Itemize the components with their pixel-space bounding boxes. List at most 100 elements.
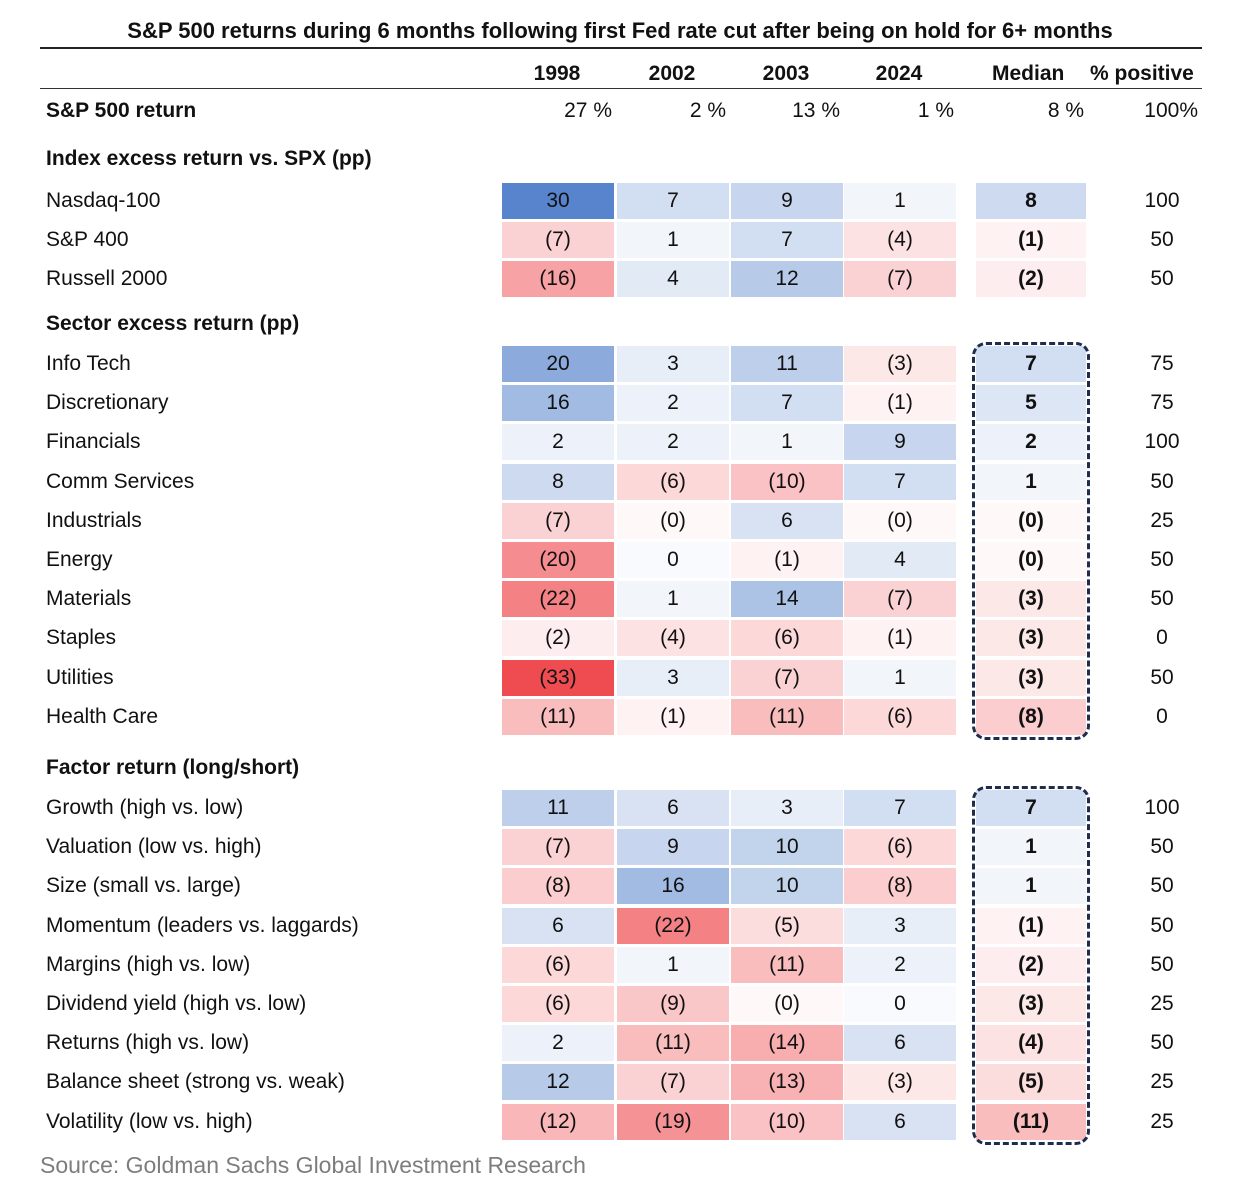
row-label: Financials [46, 430, 141, 454]
heatmap-cell: 1 [844, 659, 956, 696]
heatmap-cell: (7) [617, 1064, 729, 1101]
heatmap-cell: (5) [731, 907, 843, 944]
heatmap-cell: 2 [617, 424, 729, 461]
heatmap-cell: 2 [502, 1025, 614, 1062]
row-label: Returns (high vs. low) [46, 1031, 250, 1055]
heatmap-cell: 9 [844, 424, 956, 461]
pct-positive-cell: 25 [1150, 992, 1174, 1015]
heatmap-cell: 3 [844, 907, 956, 944]
median-highlight-box [972, 786, 1090, 1145]
heatmap-cell: (16) [502, 261, 614, 298]
row-label: Margins (high vs. low) [46, 952, 251, 976]
median-cell: 1 [976, 829, 1086, 866]
summary-row-label: S&P 500 return [46, 99, 197, 122]
heatmap-cell: (11) [731, 946, 843, 983]
heatmap-cell: 2 [502, 424, 614, 461]
heatmap-cell: (20) [502, 542, 614, 578]
median-cell: (11) [976, 1103, 1086, 1140]
heatmap-cell: (9) [617, 986, 729, 1022]
heatmap-cell: (11) [502, 698, 614, 735]
pct-positive-cell: 0 [1156, 626, 1168, 650]
column-header-median: Median [992, 62, 1065, 85]
median-cell: 5 [976, 385, 1086, 422]
median-cell: (3) [976, 659, 1086, 696]
pct-positive-cell: 50 [1150, 913, 1174, 937]
median-cell: (1) [976, 907, 1086, 944]
heatmap-cell: 2 [617, 385, 729, 422]
pct-positive-cell: 50 [1150, 835, 1174, 859]
heatmap-cell: 12 [731, 261, 843, 298]
heatmap-cell: 11 [731, 346, 843, 382]
heatmap-cell: 4 [617, 261, 729, 298]
heatmap-cell: (10) [731, 1103, 843, 1140]
heatmap-cell: (12) [502, 1103, 614, 1140]
pct-positive-cell: 50 [1150, 874, 1174, 898]
heatmap-cell: 1 [731, 424, 843, 461]
pct-positive-cell: 50 [1150, 548, 1174, 571]
heatmap-cell: (22) [617, 907, 729, 944]
row-label: Momentum (leaders vs. laggards) [46, 913, 359, 937]
row-label: Valuation (low vs. high) [46, 835, 262, 859]
heatmap-cell: (33) [502, 659, 614, 696]
heatmap-cell: (7) [844, 261, 956, 298]
row-label: Russell 2000 [46, 267, 168, 291]
heatmap-cell: 30 [502, 183, 614, 219]
median-cell: 7 [976, 346, 1086, 382]
median-cell: 1 [976, 868, 1086, 905]
pct-positive-cell: 75 [1150, 391, 1174, 415]
heatmap-cell: 1 [844, 183, 956, 219]
heatmap-cell: (22) [502, 581, 614, 618]
heatmap-cell: 4 [844, 542, 956, 578]
pct-positive-cell: 50 [1150, 228, 1174, 252]
heatmap-cell: (0) [617, 502, 729, 539]
summary-value: 2 % [689, 99, 726, 122]
heatmap-cell: 3 [617, 346, 729, 382]
pct-positive-cell: 100 [1144, 189, 1180, 212]
heatmap-cell: 6 [844, 1103, 956, 1140]
median-cell: (8) [976, 698, 1086, 735]
heatmap-cell: (7) [502, 829, 614, 866]
row-label: Info Tech [46, 352, 131, 375]
heatmap-cell: 0 [844, 986, 956, 1022]
heatmap-cell: 1 [617, 222, 729, 259]
heatmap-cell: 0 [617, 542, 729, 578]
heatmap-cell: 9 [617, 829, 729, 866]
heatmap-cell: 20 [502, 346, 614, 382]
heatmap-cell: 3 [731, 790, 843, 826]
heatmap-cell: 3 [617, 659, 729, 696]
title-rule [40, 47, 1202, 49]
row-label: Nasdaq-100 [46, 189, 161, 212]
heatmap-cell: (6) [502, 946, 614, 983]
column-header-2003: 2003 [762, 62, 810, 85]
heatmap-cell: (1) [731, 542, 843, 578]
heatmap-cell: (8) [502, 868, 614, 905]
median-highlight-box [972, 342, 1090, 740]
heatmap-cell: (19) [617, 1103, 729, 1140]
heatmap-cell: 7 [731, 222, 843, 259]
row-label: Balance sheet (strong vs. weak) [46, 1070, 345, 1094]
pct-positive-cell: 75 [1150, 352, 1174, 375]
heatmap-cell: (10) [731, 463, 843, 500]
pct-positive-cell: 0 [1156, 704, 1168, 728]
summary-value: 1 % [917, 99, 954, 122]
median-cell: (5) [976, 1064, 1086, 1101]
heatmap-cell: (0) [844, 502, 956, 539]
median-cell: (4) [976, 1025, 1086, 1062]
row-label: Dividend yield (high vs. low) [46, 992, 307, 1015]
section-title: Factor return (long/short) [46, 756, 300, 779]
heatmap-cell: 12 [502, 1064, 614, 1101]
column-header-1998: 1998 [533, 62, 581, 85]
pct-positive-cell: 50 [1150, 587, 1174, 611]
row-label: Volatility (low vs. high) [46, 1109, 253, 1133]
median-cell: (3) [976, 620, 1086, 657]
row-label: Growth (high vs. low) [46, 796, 244, 819]
median-cell: (2) [976, 946, 1086, 983]
row-label: Size (small vs. large) [46, 874, 241, 898]
heatmap-cell: (3) [844, 1064, 956, 1101]
heatmap-cell: 6 [617, 790, 729, 826]
source-note: Source: Goldman Sachs Global Investment … [40, 1152, 586, 1178]
median-cell: (2) [976, 261, 1086, 298]
median-cell: 1 [976, 463, 1086, 500]
row-label: Comm Services [46, 469, 195, 493]
heatmap-cell: 16 [617, 868, 729, 905]
